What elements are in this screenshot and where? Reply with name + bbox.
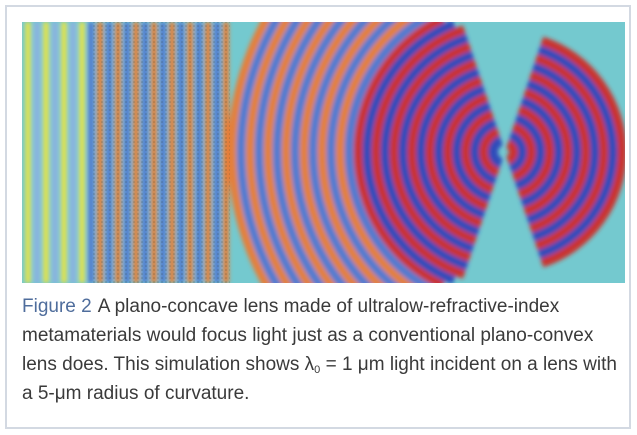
simulation-image <box>22 22 625 283</box>
wavefront <box>52 22 58 283</box>
wavefront <box>25 22 31 283</box>
wavefront <box>43 22 49 283</box>
lens-region <box>92 22 230 283</box>
wavefront <box>34 22 40 283</box>
wavefront <box>79 22 85 283</box>
figure-label: Figure 2 <box>22 296 92 317</box>
wavefront <box>70 22 76 283</box>
page: Figure 2A plano-concave lens made of ult… <box>0 0 637 435</box>
wavefront <box>61 22 67 283</box>
